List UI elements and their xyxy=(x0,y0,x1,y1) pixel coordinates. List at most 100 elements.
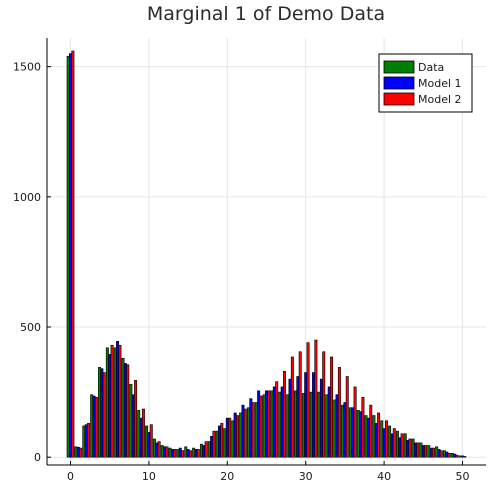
legend-swatch xyxy=(383,92,415,106)
bar-data xyxy=(66,55,70,458)
x-tick-label: 30 xyxy=(299,470,313,483)
bar-model-1 xyxy=(186,449,190,458)
bar-model-2 xyxy=(267,390,271,458)
bar-model-2 xyxy=(447,452,451,458)
bar-data xyxy=(458,455,462,458)
bar-model-1 xyxy=(406,439,410,458)
bar-model-1 xyxy=(92,395,96,458)
bar-model-1 xyxy=(163,446,167,458)
bar-model-2 xyxy=(243,408,247,458)
bar-model-2 xyxy=(71,50,75,458)
bar-model-1 xyxy=(147,432,151,458)
bar-model-1 xyxy=(108,354,112,458)
bar-model-1 xyxy=(390,433,394,458)
bar-data xyxy=(270,390,274,458)
bar-model-2 xyxy=(439,450,443,458)
bar-data xyxy=(129,383,133,458)
y-tick-label: 1500 xyxy=(13,61,41,74)
bar-data xyxy=(380,420,384,458)
bar-model-1 xyxy=(225,417,229,458)
bar-model-2 xyxy=(149,424,153,458)
bar-model-2 xyxy=(212,430,216,458)
bar-data xyxy=(121,357,125,458)
bar-model-2 xyxy=(188,450,192,458)
bar-data xyxy=(254,402,258,458)
bar-data xyxy=(317,391,321,458)
bar-model-1 xyxy=(139,417,143,458)
bar-model-2 xyxy=(290,356,294,458)
bar-data xyxy=(364,415,368,458)
bar-model-1 xyxy=(343,402,347,458)
y-tick-label: 500 xyxy=(20,321,41,334)
bar-model-2 xyxy=(463,456,467,458)
bar-data xyxy=(325,394,329,458)
bar-model-2 xyxy=(431,447,435,458)
bar-model-2 xyxy=(87,423,91,458)
bar-model-2 xyxy=(408,438,412,458)
bar-data xyxy=(294,390,297,458)
bar-data xyxy=(199,443,203,458)
bar-model-1 xyxy=(296,376,300,458)
bar-model-2 xyxy=(337,367,341,458)
bar-data xyxy=(301,393,305,458)
bar-model-1 xyxy=(304,372,308,458)
bar-data xyxy=(356,410,360,458)
legend-label: Model 1 xyxy=(418,77,462,90)
bar-data xyxy=(223,428,227,458)
bar-model-2 xyxy=(102,372,106,458)
bar-data xyxy=(341,404,345,458)
bar-model-2 xyxy=(377,412,381,458)
bar-model-1 xyxy=(429,447,433,458)
bar-model-2 xyxy=(330,356,334,458)
bar-model-1 xyxy=(382,428,386,458)
bar-model-1 xyxy=(351,407,355,458)
legend-swatch xyxy=(383,60,415,74)
bar-data xyxy=(105,347,109,458)
bar-data xyxy=(395,430,399,458)
bar-model-2 xyxy=(392,428,396,458)
bar-data xyxy=(176,449,180,458)
bar-data xyxy=(419,442,423,458)
bar-data xyxy=(348,407,352,458)
bar-data xyxy=(309,391,313,458)
bar-data xyxy=(98,367,101,458)
bar-model-1 xyxy=(413,442,417,458)
bar-model-1 xyxy=(241,404,245,458)
bar-model-1 xyxy=(398,437,402,458)
bar-model-1 xyxy=(123,363,127,458)
bar-data xyxy=(231,420,235,458)
bar-data xyxy=(246,407,250,458)
bar-model-1 xyxy=(249,398,253,458)
bar-model-2 xyxy=(424,445,428,458)
bar-data xyxy=(427,445,431,458)
bar-model-2 xyxy=(306,342,310,458)
bar-model-2 xyxy=(384,420,388,458)
bar-model-2 xyxy=(228,417,232,458)
bar-model-2 xyxy=(94,396,98,458)
bar-model-1 xyxy=(335,394,339,458)
bar-model-1 xyxy=(84,424,88,458)
bar-model-1 xyxy=(257,390,261,458)
bar-model-2 xyxy=(353,386,357,458)
bar-model-2 xyxy=(141,408,145,458)
bar-data xyxy=(207,441,211,458)
bar-data xyxy=(192,447,196,458)
x-tick-label: 40 xyxy=(377,470,391,483)
bar-model-2 xyxy=(181,450,185,458)
bar-data xyxy=(388,425,392,458)
bar-data xyxy=(262,394,266,458)
bar-model-1 xyxy=(319,378,323,458)
bar-model-1 xyxy=(202,445,206,458)
bar-model-1 xyxy=(217,425,221,458)
bar-data xyxy=(411,438,415,458)
y-tick-label: 1000 xyxy=(13,191,41,204)
axes xyxy=(46,38,486,466)
bar-model-2 xyxy=(204,441,208,458)
bar-model-1 xyxy=(116,341,120,458)
bar-data xyxy=(152,438,156,458)
bar-data xyxy=(137,410,141,458)
bar-model-1 xyxy=(421,445,425,458)
bar-data xyxy=(442,450,446,458)
